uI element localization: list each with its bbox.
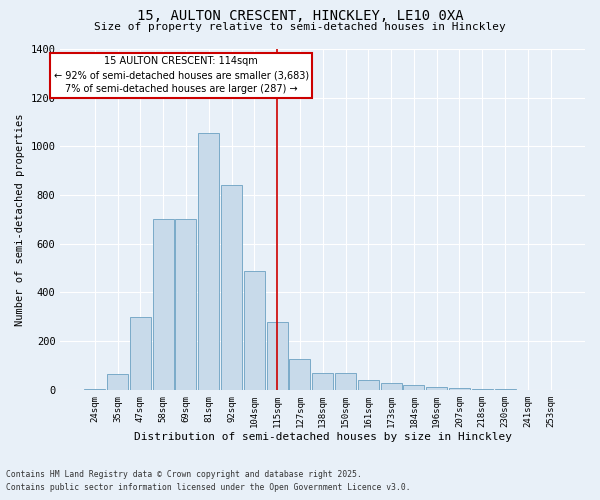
Bar — [84, 388, 105, 390]
X-axis label: Distribution of semi-detached houses by size in Hinckley: Distribution of semi-detached houses by … — [134, 432, 512, 442]
Text: 15 AULTON CRESCENT: 114sqm
← 92% of semi-detached houses are smaller (3,683)
7% : 15 AULTON CRESCENT: 114sqm ← 92% of semi… — [54, 56, 309, 94]
Bar — [312, 373, 333, 390]
Text: 15, AULTON CRESCENT, HINCKLEY, LE10 0XA: 15, AULTON CRESCENT, HINCKLEY, LE10 0XA — [137, 9, 463, 23]
Bar — [289, 360, 310, 390]
Bar — [403, 385, 424, 390]
Bar — [472, 389, 493, 390]
Bar — [198, 133, 219, 390]
Bar — [449, 388, 470, 390]
Bar — [266, 322, 287, 390]
Bar — [152, 220, 173, 390]
Bar — [244, 270, 265, 390]
Bar — [130, 317, 151, 390]
Bar — [426, 388, 447, 390]
Text: Size of property relative to semi-detached houses in Hinckley: Size of property relative to semi-detach… — [94, 22, 506, 32]
Bar — [380, 383, 401, 390]
Bar — [175, 220, 196, 390]
Text: Contains HM Land Registry data © Crown copyright and database right 2025.
Contai: Contains HM Land Registry data © Crown c… — [6, 470, 410, 492]
Bar — [335, 373, 356, 390]
Y-axis label: Number of semi-detached properties: Number of semi-detached properties — [15, 113, 25, 326]
Bar — [221, 186, 242, 390]
Bar — [358, 380, 379, 390]
Bar — [107, 374, 128, 390]
